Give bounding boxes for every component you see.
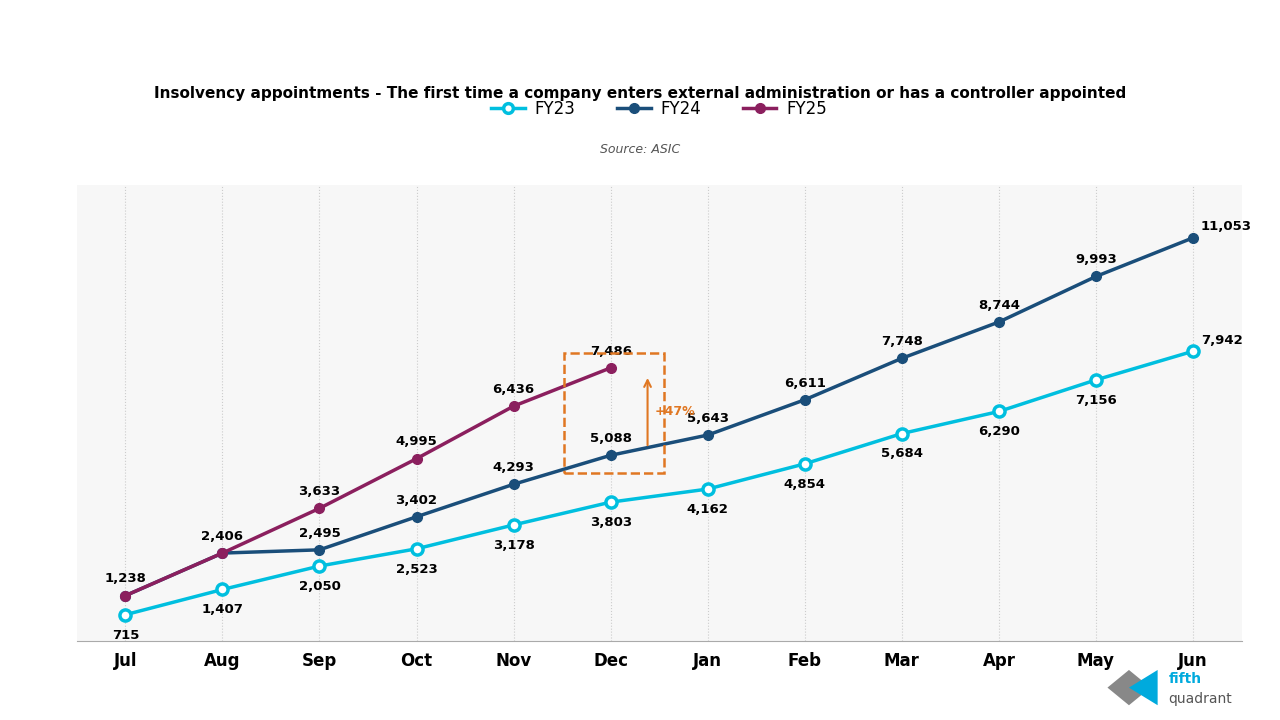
Bar [564,353,664,473]
Text: 4,854: 4,854 [783,477,826,490]
Polygon shape [1107,670,1151,706]
Text: 6,290: 6,290 [978,426,1020,438]
Text: 1,238: 1,238 [105,572,146,585]
Text: 7,942: 7,942 [1201,334,1243,347]
Text: 715: 715 [111,629,140,642]
Text: 3,402: 3,402 [396,493,438,507]
Text: 5,643: 5,643 [687,412,728,425]
Text: 2,523: 2,523 [396,562,438,576]
Text: 2,050: 2,050 [298,580,340,593]
Text: 7,156: 7,156 [1075,394,1117,407]
Legend: FY23, FY24, FY25: FY23, FY24, FY25 [485,93,833,125]
Text: Insolvency Appointments (FY23-FY25): Insolvency Appointments (FY23-FY25) [15,14,525,38]
Polygon shape [1129,670,1157,706]
Text: Source: ASIC: Source: ASIC [600,143,680,156]
Text: 4,162: 4,162 [687,503,728,516]
Text: 9,993: 9,993 [1075,253,1117,266]
Text: 5,088: 5,088 [590,432,631,445]
Text: +47%: +47% [654,405,695,418]
Text: 5,684: 5,684 [881,447,923,460]
Text: 3,633: 3,633 [298,485,340,498]
Text: 1,407: 1,407 [201,603,243,616]
Text: 4,995: 4,995 [396,436,438,449]
Text: 2,495: 2,495 [298,526,340,539]
Text: 4,293: 4,293 [493,461,535,474]
Text: 7,748: 7,748 [881,335,923,348]
Text: 8,744: 8,744 [978,299,1020,312]
Text: 6,436: 6,436 [493,383,535,396]
Text: 2,406: 2,406 [201,530,243,543]
Text: fifth: fifth [1169,672,1202,685]
Text: 3,803: 3,803 [590,516,632,529]
Text: 11,053: 11,053 [1201,220,1252,233]
Text: Insolvency appointments - The first time a company enters external administratio: Insolvency appointments - The first time… [154,86,1126,101]
Text: 6,611: 6,611 [783,377,826,390]
Text: quadrant: quadrant [1169,692,1233,706]
Text: 3,178: 3,178 [493,539,535,552]
Text: 7,486: 7,486 [590,345,631,358]
